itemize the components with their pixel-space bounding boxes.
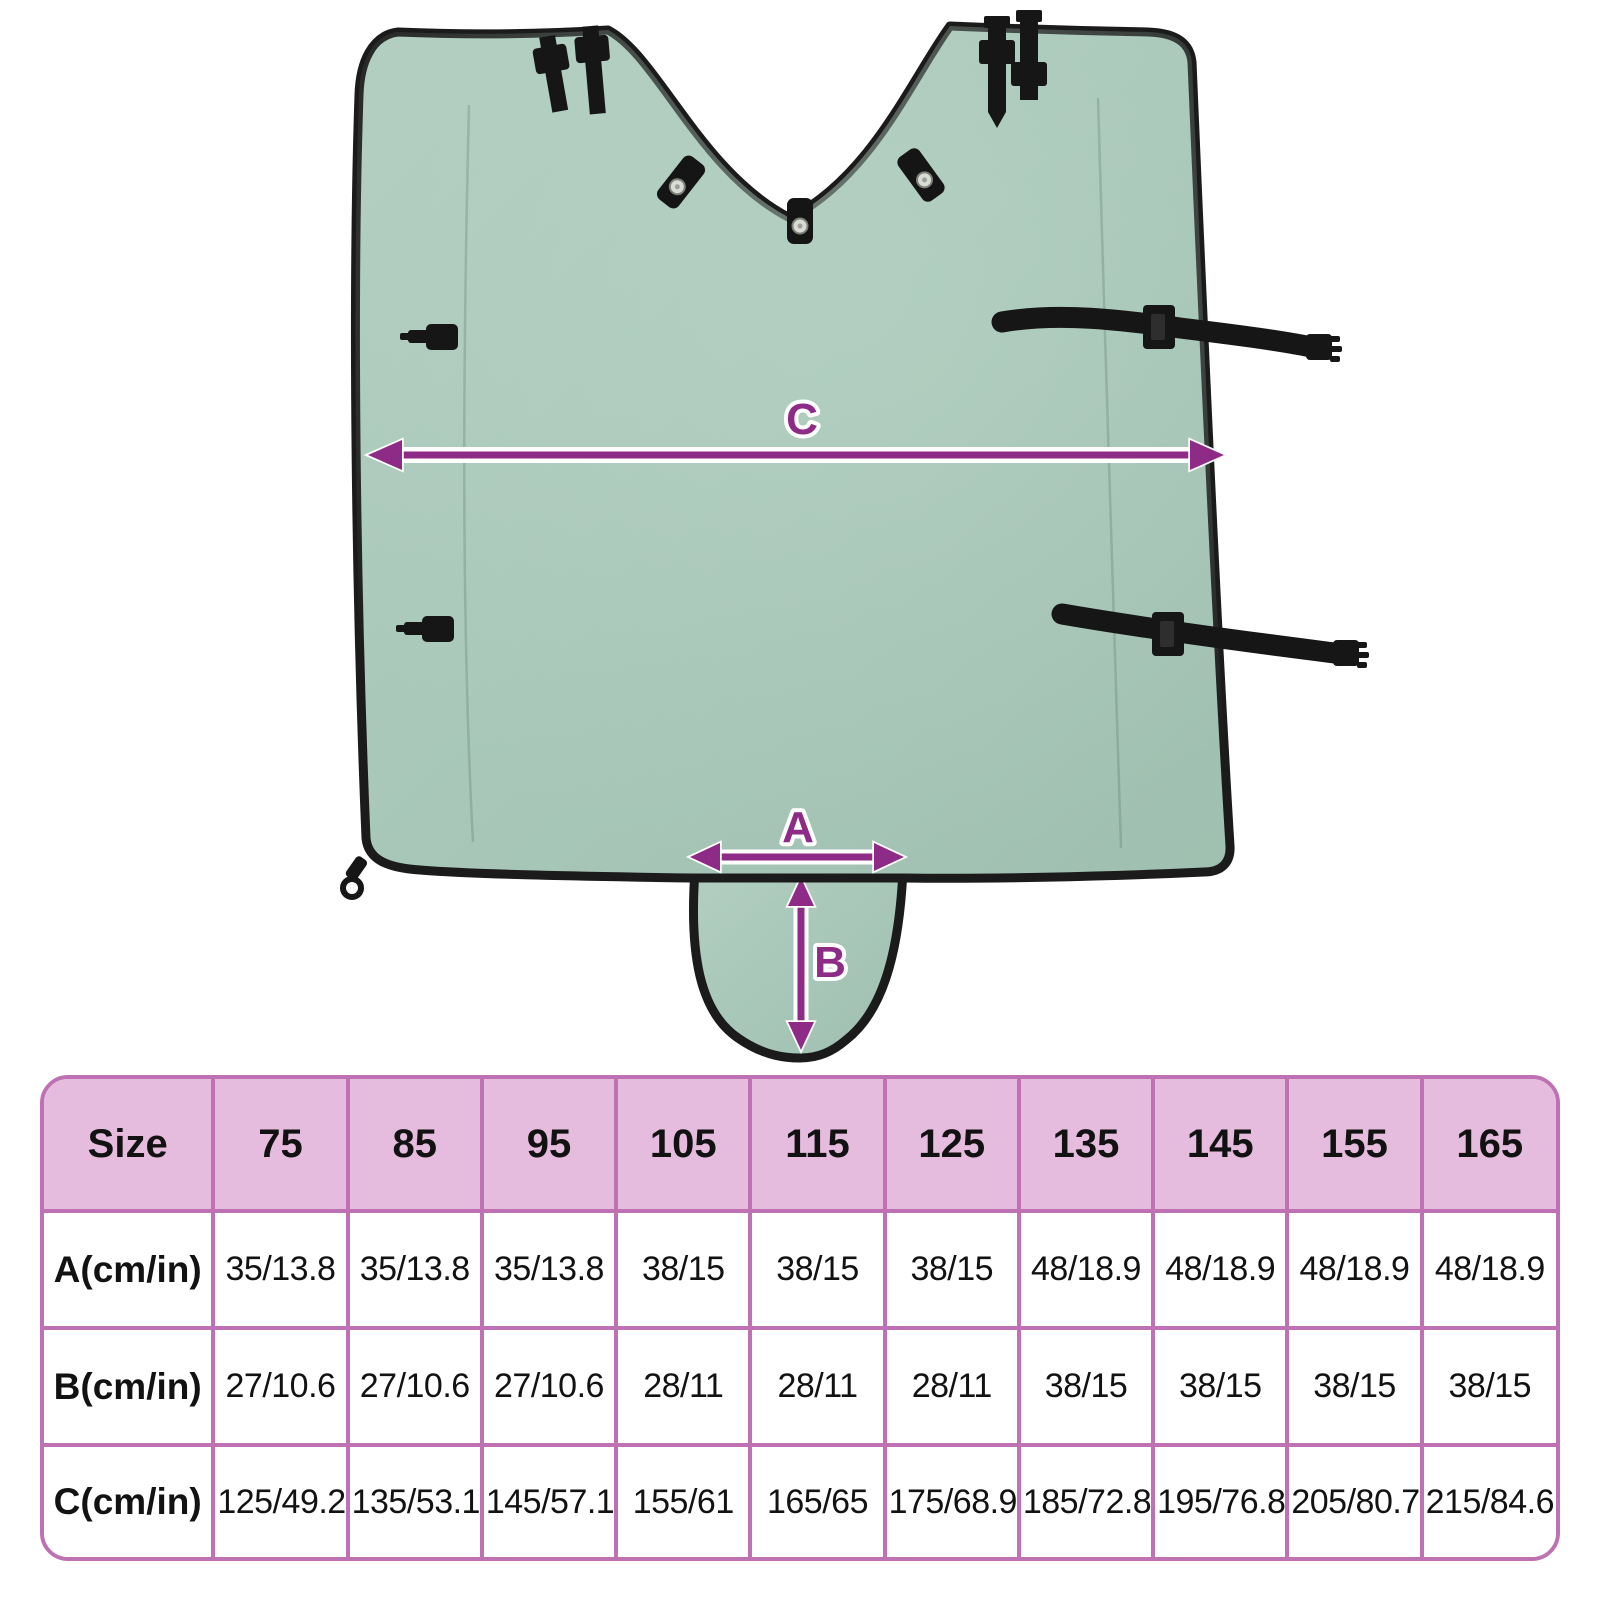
size-table-cell: 185/72.8 (1016, 1443, 1156, 1557)
size-table-row: B(cm/in) 27/10.6 27/10.6 27/10.6 28/11 28/11 2… (44, 1326, 1556, 1448)
size-table-cell: 38/15 (1285, 1326, 1424, 1448)
size-table-cell: 27/10.6 (479, 1326, 619, 1448)
size-table-cell: 48/18.9 (1016, 1208, 1156, 1331)
size-table-cell: 145/57.1 (479, 1443, 619, 1557)
dim-arrow-b (785, 873, 817, 1055)
seam-line-right (1096, 97, 1123, 849)
adjust-strap-right-upper (991, 305, 1342, 362)
size-table-cell: 135/53.1 (345, 1443, 484, 1557)
size-table-cell: 175/68.9 (882, 1443, 1021, 1557)
size-table-size-header: 95 (479, 1079, 619, 1213)
size-table-cell: 215/84.6 (1419, 1443, 1556, 1557)
size-table-cell: 165/65 (748, 1443, 887, 1557)
size-table-cell: 35/13.8 (345, 1208, 484, 1331)
size-table-size-header: 135 (1016, 1079, 1156, 1213)
size-table-cell: 27/10.6 (211, 1326, 350, 1448)
size-table-corner-header: Size (44, 1079, 216, 1213)
dim-label-a: A (782, 803, 814, 852)
size-table-row-label: A(cm/in) (44, 1208, 216, 1331)
size-table-cell: 48/18.9 (1151, 1208, 1290, 1331)
size-table-cell: 27/10.6 (345, 1326, 484, 1448)
size-table-cell: 125/49.2 (211, 1443, 350, 1557)
size-table-row-label: C(cm/in) (44, 1443, 216, 1557)
size-table-size-header: 115 (748, 1079, 887, 1213)
size-table: Size 75 85 95 105 115 125 135 145 155 165 A(cm/in) 3… (40, 1075, 1560, 1561)
size-table-cell: 38/15 (1151, 1326, 1290, 1448)
dim-label-c: C (786, 395, 818, 444)
size-table-row-label: B(cm/in) (44, 1326, 216, 1448)
size-table-size-header: 155 (1285, 1079, 1424, 1213)
size-table-cell: 35/13.8 (211, 1208, 350, 1331)
size-table-cell: 155/61 (614, 1443, 753, 1557)
size-table-row: A(cm/in) 35/13.8 35/13.8 35/13.8 38/15 38/15 3… (44, 1208, 1556, 1331)
snap-tab-left (656, 155, 706, 209)
dim-arrow-c (363, 437, 1229, 473)
snap-tab-right (897, 148, 945, 202)
dim-label-b: B (814, 938, 846, 987)
dim-arrow-a (685, 840, 909, 874)
size-table-cell: 35/13.8 (479, 1208, 619, 1331)
size-table-cell: 38/15 (1419, 1326, 1556, 1448)
size-table-cell: 38/15 (748, 1208, 887, 1331)
size-table-cell: 38/15 (614, 1208, 753, 1331)
size-table-cell: 195/76.8 (1151, 1443, 1290, 1557)
zipper-pull (340, 856, 368, 900)
seam-line-left (462, 104, 475, 843)
snap-tab-center (787, 198, 813, 244)
size-table-row: C(cm/in) 125/49.2 135/53.1 145/57.1 155/61 16… (44, 1443, 1556, 1557)
shoulder-strap-right-2 (1011, 10, 1047, 100)
size-table-size-header: 165 (1419, 1079, 1556, 1213)
size-table-cell: 38/15 (1016, 1326, 1156, 1448)
side-release-buckle-left-upper (400, 324, 458, 350)
size-table-cell: 48/18.9 (1285, 1208, 1424, 1331)
side-release-buckle-left-lower (396, 616, 454, 642)
adjust-strap-right-lower (1051, 603, 1369, 668)
product-measurement-diagram: B (340, 10, 1369, 1063)
size-table-cell: 28/11 (882, 1326, 1021, 1448)
size-table-cell: 28/11 (748, 1326, 887, 1448)
size-table-size-header: 145 (1151, 1079, 1290, 1213)
size-table-cell: 205/80.7 (1285, 1443, 1424, 1557)
shoulder-strap-left-2 (574, 25, 610, 115)
size-table-cell: 38/15 (882, 1208, 1021, 1331)
size-table-size-header: 85 (345, 1079, 484, 1213)
size-table-grid: Size 75 85 95 105 115 125 135 145 155 165 A(cm/in) 3… (44, 1079, 1556, 1557)
size-table-cell: 48/18.9 (1419, 1208, 1556, 1331)
size-table-size-header: 75 (211, 1079, 350, 1213)
size-table-size-header: 105 (614, 1079, 753, 1213)
shoulder-strap-right-1 (979, 16, 1015, 128)
shoulder-strap-left-1 (532, 34, 570, 113)
size-table-size-header: 125 (882, 1079, 1021, 1213)
size-table-cell: 28/11 (614, 1326, 753, 1448)
